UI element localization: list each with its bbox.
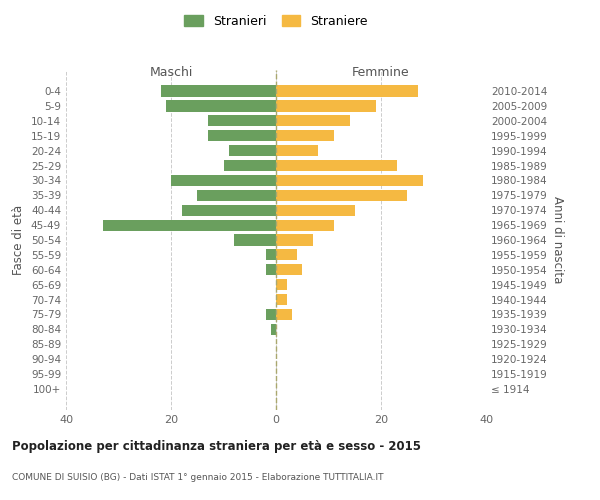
Bar [265, 309, 276, 320]
Bar [265, 264, 276, 276]
Bar [182, 204, 276, 216]
Bar [276, 175, 423, 186]
Text: Femmine: Femmine [352, 66, 410, 79]
Bar [276, 220, 334, 230]
Bar [276, 115, 349, 126]
Bar [234, 234, 276, 246]
Bar [276, 160, 397, 171]
Y-axis label: Anni di nascita: Anni di nascita [551, 196, 564, 284]
Y-axis label: Fasce di età: Fasce di età [13, 205, 25, 275]
Bar [103, 220, 276, 230]
Bar [276, 100, 376, 112]
Bar [223, 160, 276, 171]
Bar [208, 130, 276, 141]
Bar [276, 309, 292, 320]
Bar [276, 294, 287, 305]
Bar [276, 86, 418, 96]
Text: Maschi: Maschi [149, 66, 193, 79]
Bar [276, 279, 287, 290]
Bar [276, 234, 313, 246]
Bar [276, 190, 407, 201]
Bar [171, 175, 276, 186]
Bar [276, 264, 302, 276]
Text: Popolazione per cittadinanza straniera per età e sesso - 2015: Popolazione per cittadinanza straniera p… [12, 440, 421, 453]
Bar [265, 250, 276, 260]
Bar [197, 190, 276, 201]
Bar [276, 250, 297, 260]
Text: COMUNE DI SUISIO (BG) - Dati ISTAT 1° gennaio 2015 - Elaborazione TUTTITALIA.IT: COMUNE DI SUISIO (BG) - Dati ISTAT 1° ge… [12, 473, 383, 482]
Bar [166, 100, 276, 112]
Legend: Stranieri, Straniere: Stranieri, Straniere [181, 11, 371, 32]
Bar [208, 115, 276, 126]
Bar [276, 204, 355, 216]
Bar [271, 324, 276, 335]
Bar [276, 145, 318, 156]
Bar [229, 145, 276, 156]
Bar [161, 86, 276, 96]
Bar [276, 130, 334, 141]
